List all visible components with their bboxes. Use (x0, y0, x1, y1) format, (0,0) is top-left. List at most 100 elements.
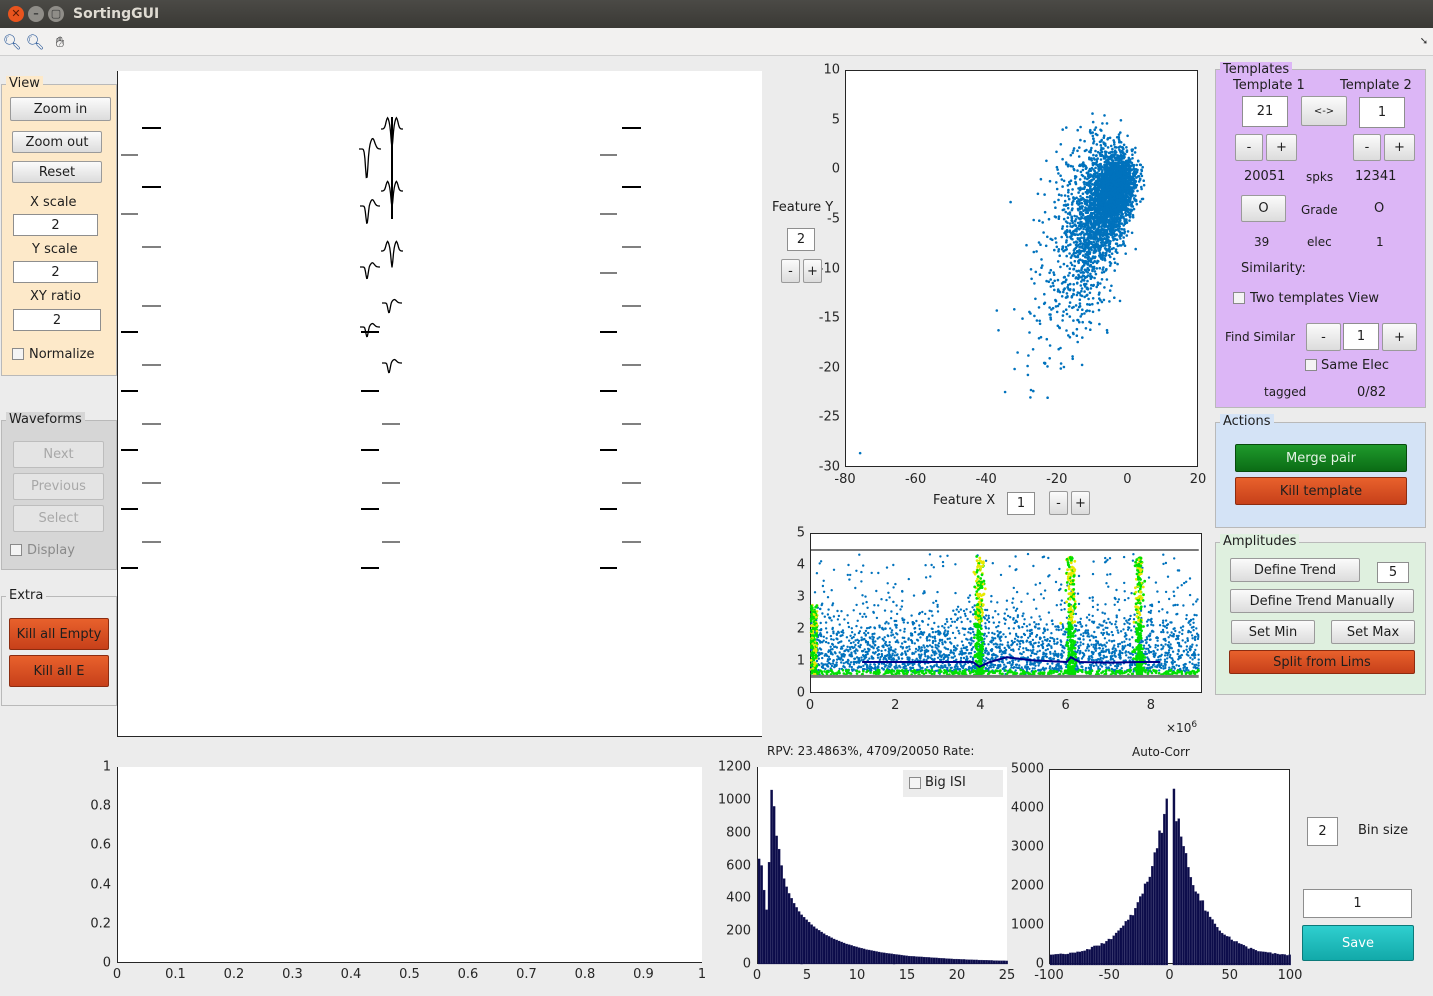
scatter-point (1122, 228, 1126, 231)
find-similar-minus-button[interactable]: - (1306, 323, 1341, 351)
scatter-point (1085, 211, 1089, 214)
define-trend-button[interactable]: Define Trend (1230, 558, 1360, 582)
feature-y-plus-button[interactable]: + (803, 259, 822, 283)
previous-button[interactable]: Previous (13, 473, 104, 500)
actions-panel-title: Actions (1220, 414, 1274, 429)
amplitudes-panel-title: Amplitudes (1220, 534, 1300, 549)
amplitude-point (1161, 621, 1165, 624)
scatter-point (1097, 180, 1100, 183)
normalize-checkbox[interactable] (12, 348, 24, 360)
zoom-in-button[interactable]: Zoom in (10, 97, 111, 121)
amplitude-point (857, 645, 860, 648)
feature-y-input[interactable] (787, 228, 815, 251)
scatter-point (1113, 296, 1116, 299)
scatter-point (1134, 194, 1137, 198)
next-button[interactable]: Next (13, 441, 104, 468)
template1-plus-button[interactable]: + (1266, 134, 1297, 161)
split-from-lims-button[interactable]: Split from Lims (1229, 650, 1415, 674)
zoom-out-icon[interactable]: 🔍︎ (25, 33, 45, 51)
amplitude-point (1006, 641, 1010, 644)
maximize-window-button[interactable]: ▢ (48, 6, 64, 22)
scatter-point (1113, 269, 1116, 272)
waveform-axes[interactable] (117, 71, 762, 737)
scatter-point (1102, 298, 1106, 302)
feature-y-minus-button[interactable]: - (781, 259, 800, 283)
amplitude-point (848, 663, 852, 666)
define-trend-manually-button[interactable]: Define Trend Manually (1230, 589, 1414, 613)
scatter-point (1109, 185, 1112, 189)
kill-all-empty-button[interactable]: Kill all Empty (9, 618, 109, 650)
amplitude-point (1079, 623, 1082, 626)
set-max-button[interactable]: Set Max (1331, 620, 1415, 644)
grade-button[interactable]: O (1241, 195, 1286, 222)
kill-template-button[interactable]: Kill template (1235, 477, 1407, 505)
scatter-point (1040, 266, 1043, 269)
swap-templates-button[interactable]: <-> (1301, 96, 1347, 126)
scatter-point (1103, 150, 1107, 153)
y-scale-input[interactable] (13, 261, 98, 283)
feature-x-minus-button[interactable]: - (1049, 491, 1068, 515)
two-templates-view-checkbox[interactable] (1233, 292, 1245, 304)
amplitude-point (1192, 618, 1195, 621)
amplitude-point (1189, 618, 1193, 622)
scatter-point (1109, 144, 1113, 148)
select-button[interactable]: Select (13, 505, 104, 532)
scatter-point (1127, 156, 1131, 160)
template2-minus-button[interactable]: - (1353, 134, 1381, 161)
amplitude-point (1130, 592, 1133, 595)
scatter-point (1128, 219, 1131, 222)
zoom-in-icon[interactable]: 🔍︎ (2, 33, 22, 51)
template1-input[interactable] (1242, 96, 1288, 127)
x-tick-label: -40 (975, 472, 997, 487)
amplitude-point (930, 645, 934, 648)
amplitude-point (943, 640, 947, 643)
amplitude-point (968, 594, 972, 597)
kill-all-e-button[interactable]: Kill all E (9, 655, 109, 687)
scatter-point (1091, 120, 1095, 124)
amplitude-point (1076, 592, 1080, 595)
find-similar-input[interactable] (1343, 323, 1379, 350)
amplitude-point (1169, 643, 1172, 646)
amplitude-point (1013, 640, 1016, 644)
scatter-point (1073, 233, 1077, 237)
amplitude-point (964, 614, 967, 618)
display-checkbox[interactable] (10, 544, 22, 556)
find-similar-plus-button[interactable]: + (1382, 323, 1417, 351)
set-min-button[interactable]: Set Min (1231, 620, 1315, 644)
scatter-point (1060, 235, 1063, 239)
template1-minus-button[interactable]: - (1235, 134, 1263, 161)
scatter-point (1062, 217, 1066, 221)
scatter-point (1117, 179, 1120, 182)
amplitude-point (917, 653, 921, 656)
close-window-button[interactable]: ✕ (8, 6, 24, 22)
x-scale-label: X scale (30, 195, 77, 210)
same-elec-checkbox[interactable] (1305, 359, 1317, 371)
minimize-window-button[interactable]: – (28, 6, 44, 22)
amplitude-point (1092, 664, 1095, 668)
arrow-icon[interactable]: ➘ (1419, 36, 1429, 47)
scatter-point (1070, 294, 1074, 298)
xy-ratio-input[interactable] (13, 309, 101, 331)
feature-x-input[interactable] (1007, 492, 1035, 515)
scatter-point (1056, 168, 1059, 171)
scatter-point (1113, 208, 1117, 211)
reset-button[interactable]: Reset (12, 161, 102, 183)
scatter-point (1081, 271, 1084, 274)
template2-plus-button[interactable]: + (1384, 134, 1415, 161)
trend-value-input[interactable] (1377, 562, 1409, 583)
x-scale-input[interactable] (13, 214, 98, 236)
amplitude-point (1104, 626, 1107, 629)
scatter-point (1079, 206, 1082, 209)
scatter-point (1094, 197, 1098, 201)
y-tick-label: -15 (818, 310, 840, 326)
scatter-point (1097, 293, 1101, 296)
template2-input[interactable] (1359, 97, 1405, 128)
pan-hand-icon[interactable]: ✋︎ (55, 33, 65, 51)
feature-x-plus-button[interactable]: + (1071, 491, 1090, 515)
feature-scatter-axes[interactable] (845, 70, 1198, 467)
zoom-out-button[interactable]: Zoom out (12, 131, 102, 153)
scatter-point (1082, 239, 1086, 243)
y-tick-label: 5 (831, 112, 840, 128)
amplitudes-axes[interactable] (809, 533, 1202, 693)
merge-pair-button[interactable]: Merge pair (1235, 444, 1407, 472)
